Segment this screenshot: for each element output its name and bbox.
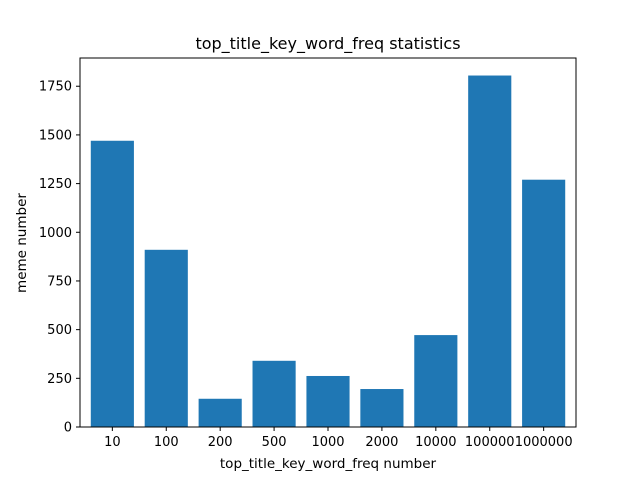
bar-100000 [468, 75, 512, 428]
x-tick-label: 1000000 [515, 435, 573, 450]
bars-group [90, 75, 566, 428]
y-tick-label: 250 [47, 372, 72, 387]
x-axis-ticks: 10 100 200 500 1000 2000 10000 100000 1000000 [104, 427, 573, 450]
bar-100 [144, 249, 188, 427]
x-tick-label: 100000 [465, 435, 515, 450]
bar-1000000 [522, 179, 566, 427]
y-tick-label: 1250 [39, 177, 72, 192]
x-tick-label: 1000 [311, 435, 344, 450]
x-axis-label: top_title_key_word_freq number [220, 456, 437, 472]
bar-1000 [306, 375, 350, 427]
y-tick-label: 1500 [39, 128, 72, 143]
bar-10 [90, 140, 134, 427]
y-axis-label: meme number [14, 193, 30, 293]
y-tick-label: 750 [47, 274, 72, 289]
x-tick-label: 10000 [415, 435, 456, 450]
bar-10000 [414, 335, 458, 427]
y-tick-label: 0 [64, 421, 72, 436]
x-tick-label: 10 [104, 435, 121, 450]
x-tick-label: 500 [262, 435, 287, 450]
x-tick-label: 200 [208, 435, 233, 450]
chart-title: top_title_key_word_freq statistics [195, 34, 460, 54]
x-tick-label: 2000 [365, 435, 398, 450]
y-tick-label: 1000 [39, 226, 72, 241]
y-axis-ticks: 0 250 500 750 1000 1250 1500 1750 [39, 80, 80, 436]
y-tick-label: 500 [47, 323, 72, 338]
x-tick-label: 100 [154, 435, 179, 450]
bar-200 [198, 398, 242, 427]
bar-500 [252, 360, 296, 427]
bar-2000 [360, 389, 404, 427]
y-tick-label: 1750 [39, 80, 72, 95]
